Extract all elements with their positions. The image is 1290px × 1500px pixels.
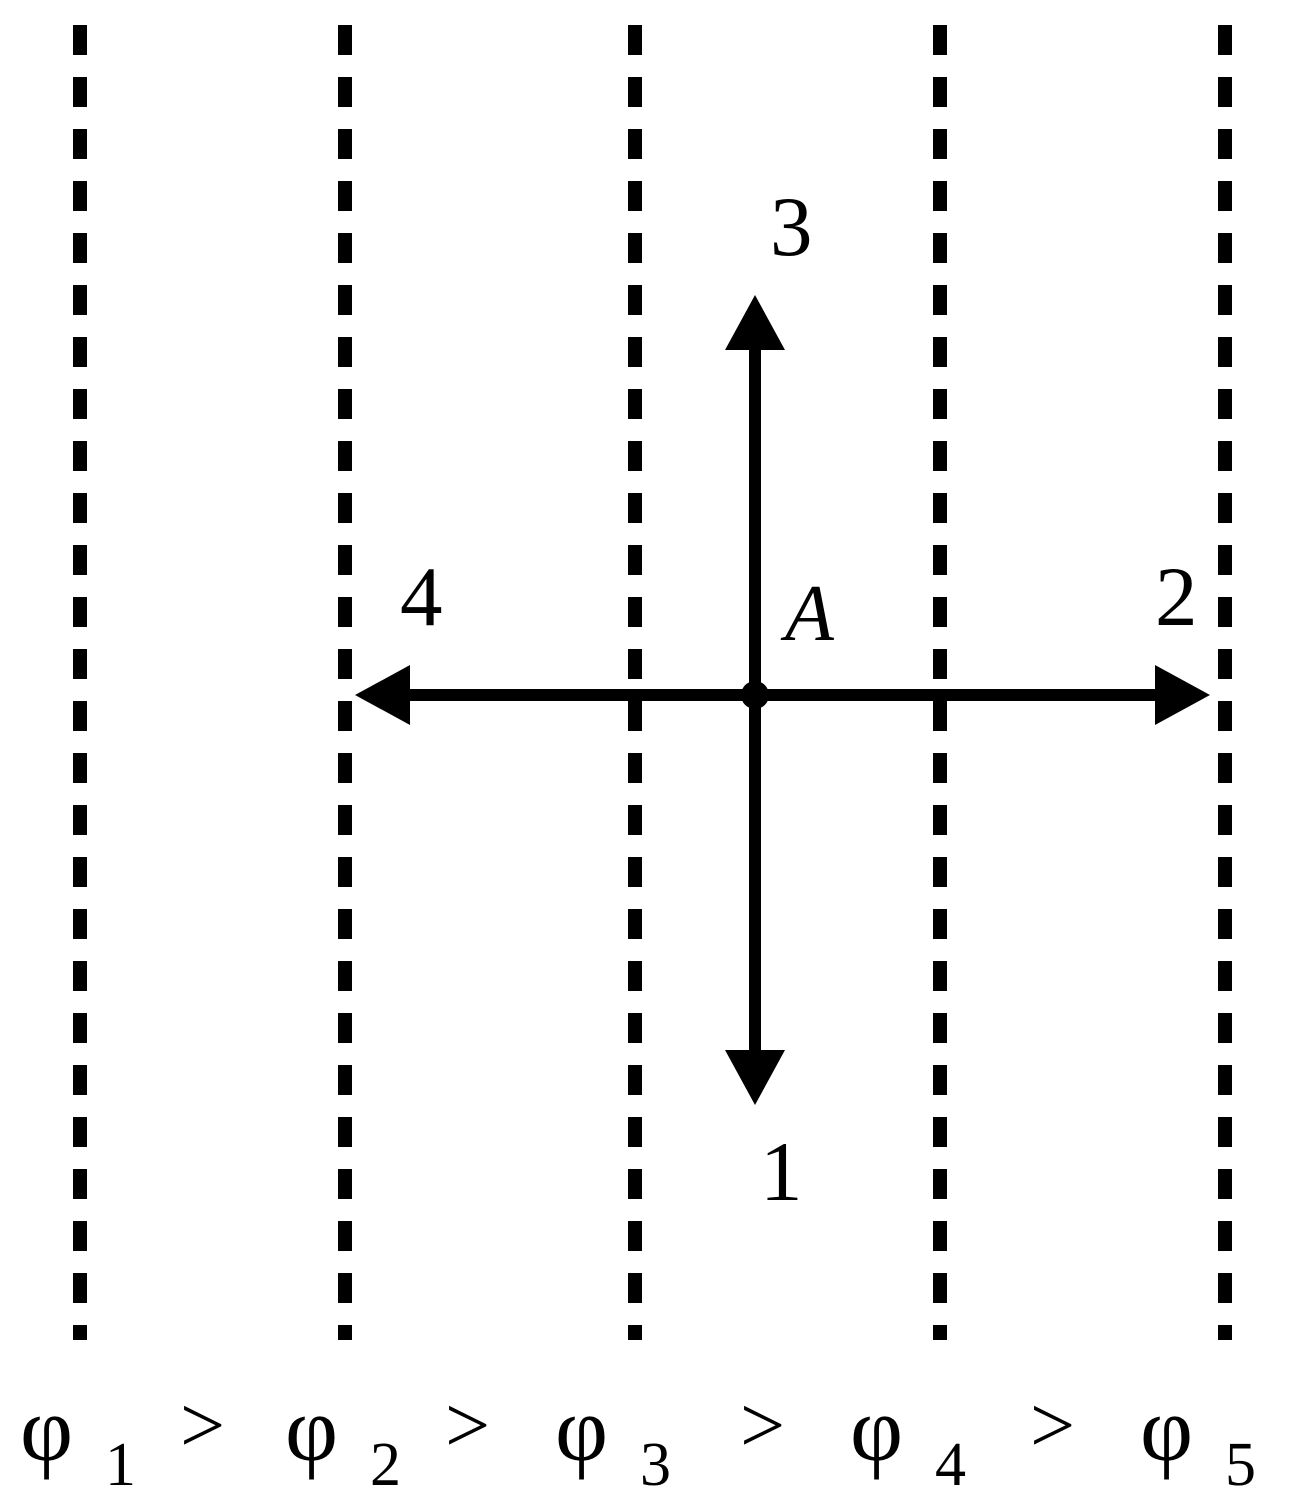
phi-sub-1: 1 xyxy=(105,1431,136,1499)
point-a-label: A xyxy=(780,570,835,658)
phi-sub-4: 4 xyxy=(935,1431,966,1499)
gt-4: > xyxy=(1030,1382,1075,1470)
phi-sub-2: 2 xyxy=(370,1431,401,1499)
phi-3: φ xyxy=(555,1378,608,1480)
point-a-dot xyxy=(741,681,769,709)
arrow-label-3: 3 xyxy=(770,180,813,274)
arrow-label-1: 1 xyxy=(760,1125,803,1219)
background xyxy=(0,0,1290,1500)
arrow-label-4: 4 xyxy=(400,550,443,644)
phi-sub-3: 3 xyxy=(640,1431,671,1499)
gt-3: > xyxy=(740,1382,785,1470)
phi-5: φ xyxy=(1140,1378,1193,1480)
phi-4: φ xyxy=(850,1378,903,1480)
arrow-label-2: 2 xyxy=(1155,550,1198,644)
phi-1: φ xyxy=(20,1378,73,1480)
gt-1: > xyxy=(180,1382,225,1470)
phi-sub-5: 5 xyxy=(1225,1431,1256,1499)
phi-2: φ xyxy=(285,1378,338,1480)
gt-2: > xyxy=(445,1382,490,1470)
